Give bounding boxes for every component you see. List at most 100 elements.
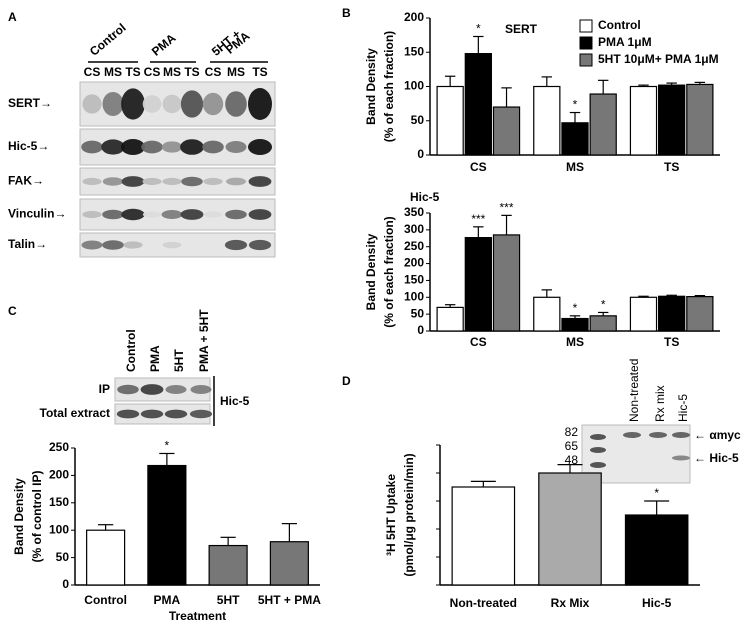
y-axis-label: Band Density (12, 478, 26, 555)
blot-band (248, 176, 272, 187)
y-axis-label: (pmol/μg protein/min) (402, 453, 416, 576)
blot-band (123, 241, 143, 249)
blot-band (203, 177, 223, 186)
blot-band (164, 409, 188, 419)
y-axis-label: (% of each fraction) (382, 216, 396, 327)
band-label: ← αmyc (694, 428, 741, 442)
x-tick-label: CS (470, 335, 487, 349)
row-label: Total extract (40, 406, 110, 420)
lane-label: TS (252, 65, 267, 79)
blot-band (162, 94, 182, 114)
blot-band (141, 140, 163, 154)
significance-label: * (601, 298, 606, 312)
y-tick-label: 350 (404, 205, 424, 219)
bar (269, 541, 309, 586)
bar (147, 464, 187, 586)
bar (464, 237, 492, 332)
y-axis-label: (% of control IP) (30, 471, 44, 563)
y-tick-label: 50 (411, 306, 425, 320)
bar (686, 296, 714, 332)
y-tick-label: 0 (417, 323, 424, 337)
blot-band (180, 90, 204, 118)
y-tick-label: 150 (404, 44, 424, 58)
band-label: ← Hic-5 (694, 451, 739, 465)
bar (686, 83, 714, 156)
y-axis-label: ³H 5HT Uptake (384, 474, 398, 556)
blot-band (202, 140, 224, 154)
y-tick-label: 0 (62, 577, 69, 591)
y-tick-label: 250 (49, 440, 69, 454)
bar (629, 296, 658, 332)
bar (436, 85, 464, 156)
lane-label: 5HT (172, 349, 186, 372)
y-tick-label: 200 (404, 256, 424, 270)
x-tick-label: CS (470, 160, 487, 174)
blot-band (162, 177, 182, 186)
x-tick-label: 5HT + PMA (258, 593, 321, 607)
blot-band (102, 92, 124, 116)
blot-band (162, 241, 182, 249)
blot-band (180, 209, 204, 220)
lane-label: PMA (148, 345, 162, 372)
y-tick-label: 150 (404, 273, 424, 287)
blot-band (226, 177, 246, 186)
x-tick-label: Control (84, 593, 127, 607)
bar (451, 486, 516, 586)
row-label: FAK→ (8, 174, 44, 188)
bar (464, 53, 492, 156)
x-tick-label: 5HT (217, 593, 240, 607)
y-tick-label: 50 (411, 113, 425, 127)
bar (86, 529, 126, 586)
blot-band (82, 94, 102, 114)
blot-band (102, 177, 124, 186)
x-tick-label: Rx Mix (551, 596, 590, 610)
blot-band (121, 139, 145, 155)
y-axis-label: (% of each fraction) (382, 31, 396, 142)
blot-band (117, 384, 139, 395)
blot-band (180, 139, 204, 155)
blot-band (140, 384, 164, 395)
group-label: PMA (149, 31, 179, 59)
x-tick-label: PMA (154, 593, 181, 607)
panel-label: D (342, 374, 351, 388)
blot-band (82, 210, 102, 219)
blot-band (81, 140, 103, 154)
lane-label: MS (104, 65, 122, 79)
y-axis-label: Band Density (364, 233, 378, 310)
blot-band (142, 211, 162, 218)
lane-label: MS (227, 65, 245, 79)
y-tick-label: 200 (49, 468, 69, 482)
blot-band (116, 409, 140, 419)
row-label: IP (99, 382, 110, 396)
blot-band (190, 385, 212, 394)
blot-band (225, 141, 247, 153)
lane-label: TS (184, 65, 199, 79)
bar (492, 234, 521, 332)
bar (658, 84, 686, 156)
panel-label: B (342, 6, 351, 20)
lane-label: CS (84, 65, 101, 79)
bar (589, 315, 617, 332)
bar (624, 514, 689, 586)
blot-band (101, 139, 125, 155)
bar (533, 296, 561, 332)
x-axis-label: Treatment (169, 609, 226, 623)
blot-band (81, 240, 103, 250)
blot-band (142, 95, 162, 113)
blot-band (181, 176, 203, 187)
lane-label: Control (124, 329, 138, 372)
chart-title: SERT (505, 22, 538, 36)
y-tick-label: 0 (417, 147, 424, 161)
group-label: Control (87, 21, 129, 59)
legend-swatch (579, 36, 593, 50)
row-label: Talin→ (8, 237, 47, 251)
mw-marker: 82 (565, 425, 579, 439)
significance-label: * (165, 439, 170, 453)
blot-band (161, 141, 183, 153)
y-tick-label: 100 (404, 79, 424, 93)
blot-band (649, 432, 667, 438)
blot-band (121, 176, 145, 187)
significance-label: * (654, 486, 659, 500)
bar (561, 317, 589, 332)
